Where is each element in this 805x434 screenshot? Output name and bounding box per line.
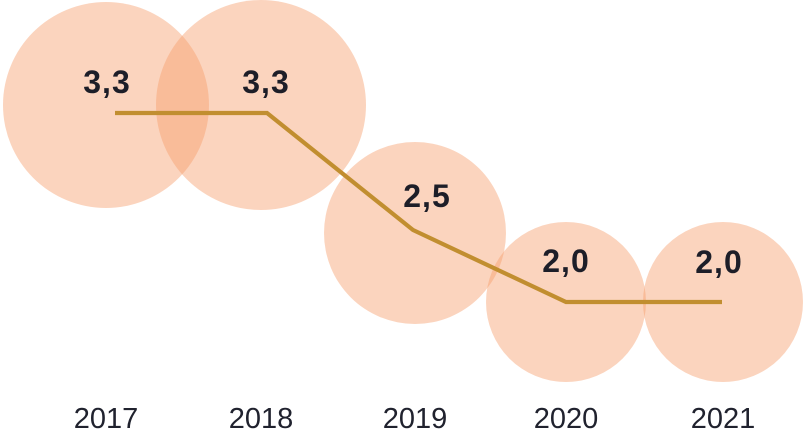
value-label-group: 3,3 3,3 2,5 2,0 2,0 bbox=[83, 64, 742, 280]
year-label-group: 2017 2018 2019 2020 2021 bbox=[74, 403, 756, 434]
value-label-2021: 2,0 bbox=[695, 244, 742, 280]
year-label-2017: 2017 bbox=[74, 403, 139, 434]
value-label-2018: 3,3 bbox=[242, 64, 289, 100]
bubble-2018 bbox=[156, 0, 366, 210]
year-label-2020: 2020 bbox=[534, 403, 599, 434]
trend-line bbox=[115, 110, 722, 305]
bubble-2017 bbox=[3, 2, 209, 208]
year-label-2018: 2018 bbox=[229, 403, 294, 434]
value-label-2019: 2,5 bbox=[403, 178, 450, 214]
value-label-2020: 2,0 bbox=[542, 243, 589, 279]
value-label-2017: 3,3 bbox=[83, 64, 130, 100]
year-label-2021: 2021 bbox=[691, 403, 756, 434]
year-label-2019: 2019 bbox=[383, 403, 448, 434]
bubble-2021 bbox=[643, 222, 803, 382]
